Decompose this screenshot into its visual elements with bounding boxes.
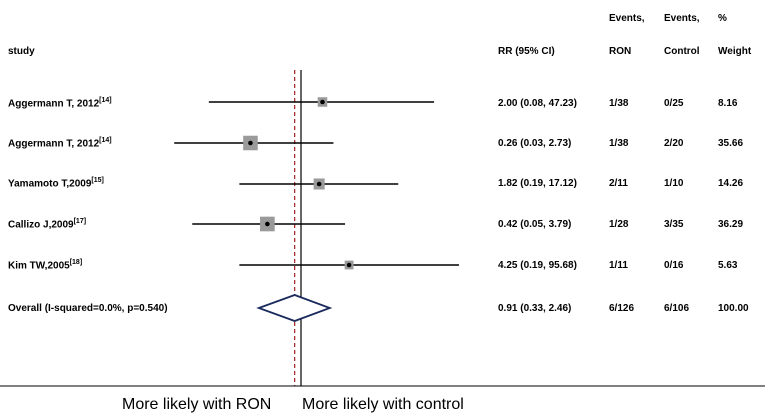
- header-weight-2: Weight: [718, 46, 752, 57]
- overall-ci-text: 0.91 (0.33, 2.46): [498, 303, 572, 314]
- header-rr: RR (95% CI): [498, 46, 555, 57]
- ci-text: 0.42 (0.05, 3.79): [498, 219, 572, 230]
- overall-events-ron: 6/126: [609, 303, 635, 314]
- weight: 36.29: [718, 219, 744, 230]
- events-control: 0/16: [664, 260, 684, 271]
- weight: 5.63: [718, 260, 738, 271]
- point-estimate: [320, 99, 325, 105]
- study-label: Callizo J,2009[17]: [8, 218, 87, 231]
- weight: 35.66: [718, 138, 744, 149]
- header-study: study: [8, 46, 35, 57]
- events-ron: 1/28: [609, 219, 629, 230]
- overall-events-control: 6/106: [664, 303, 690, 314]
- ci-text: 4.25 (0.19, 95.68): [498, 260, 577, 271]
- study-label: Yamamoto T,2009[15]: [8, 177, 104, 190]
- events-control: 2/20: [664, 138, 684, 149]
- events-ron: 1/38: [609, 98, 629, 109]
- ci-text: 0.26 (0.03, 2.73): [498, 138, 572, 149]
- weight: 14.26: [718, 178, 744, 189]
- point-estimate: [248, 140, 253, 146]
- study-label: Aggermann T, 2012[14]: [8, 137, 112, 150]
- header-weight-1: %: [718, 13, 727, 24]
- label-favors-ron: More likely with RON: [122, 396, 272, 413]
- overall-diamond: [256, 294, 333, 322]
- point-estimate: [346, 262, 352, 268]
- events-ron: 1/38: [609, 138, 629, 149]
- header-events-ron-1: Events,: [609, 13, 645, 24]
- ci-text: 1.82 (0.19, 17.12): [498, 178, 577, 189]
- ci-text: 2.00 (0.08, 47.23): [498, 98, 577, 109]
- header-events-control-1: Events,: [664, 13, 700, 24]
- events-control: 1/10: [664, 178, 684, 189]
- events-control: 3/35: [664, 219, 684, 230]
- label-favors-control: More likely with control: [302, 396, 464, 413]
- study-label: Kim TW,2005[18]: [8, 259, 83, 272]
- overall-label: Overall (I-squared=0.0%, p=0.540): [8, 303, 168, 314]
- weight: 8.16: [718, 98, 738, 109]
- events-control: 0/25: [664, 98, 684, 109]
- point-estimate: [265, 221, 270, 227]
- events-ron: 1/11: [609, 260, 628, 271]
- events-ron: 2/11: [609, 178, 628, 189]
- overall-weight: 100.00: [718, 303, 749, 314]
- point-estimate: [316, 181, 322, 187]
- header-events-control-2: Control: [664, 46, 700, 57]
- header-events-ron-2: RON: [609, 46, 632, 57]
- study-label: Aggermann T, 2012[14]: [8, 97, 112, 110]
